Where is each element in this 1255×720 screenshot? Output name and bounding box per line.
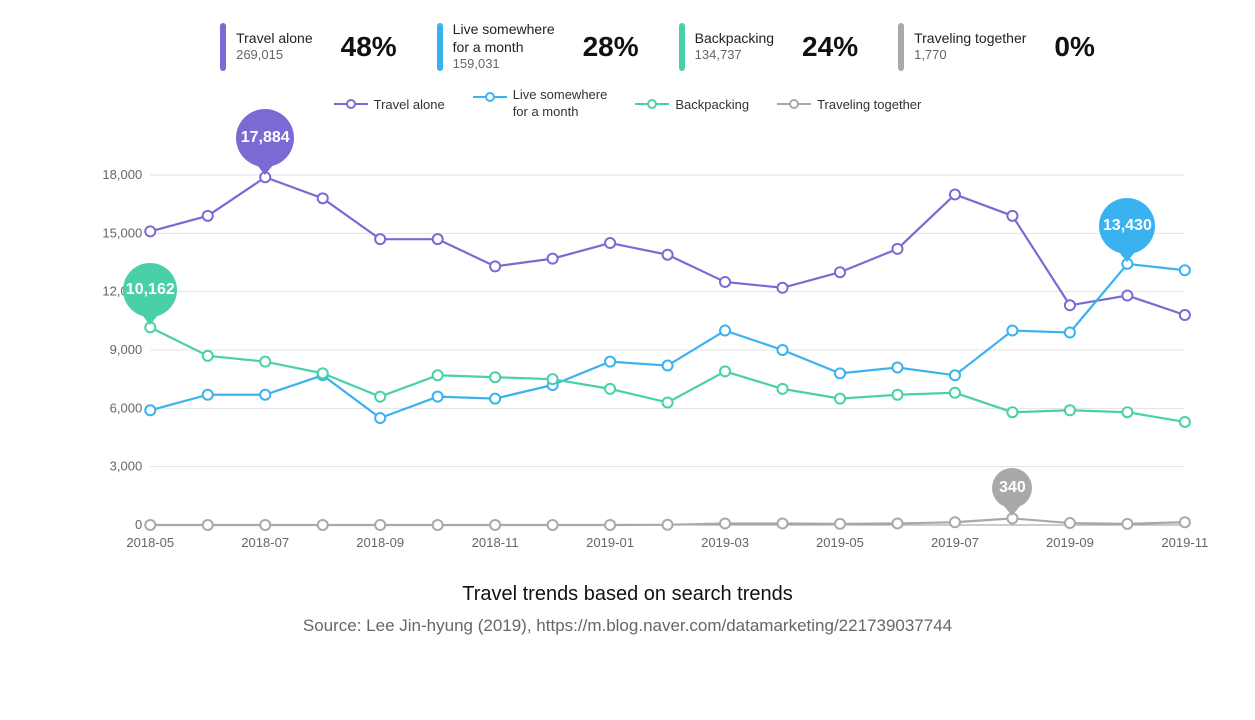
summary-bar-icon <box>679 23 685 71</box>
legend-label: Live somewhere for a month <box>513 87 608 121</box>
caption-source: Source: Lee Jin-hyung (2019), https://m.… <box>0 616 1255 636</box>
line-chart: 0 3,000 6,000 9,000 12,000 15,000 18,000 2018-0… <box>90 125 1215 565</box>
legend-label: Traveling together <box>817 97 921 112</box>
summary-bar-icon <box>220 23 226 71</box>
svg-text:2018-05: 2018-05 <box>126 535 174 550</box>
summary-row: Travel alone 269,015 48% Live somewhere … <box>0 0 1255 83</box>
chart-svg: 0 3,000 6,000 9,000 12,000 15,000 18,000 2018-0… <box>90 125 1215 565</box>
svg-text:2018-07: 2018-07 <box>241 535 289 550</box>
svg-text:9,000: 9,000 <box>110 342 143 357</box>
summary-count: 1,770 <box>914 47 1026 64</box>
summary-pct: 0% <box>1054 31 1094 63</box>
legend-marker-icon <box>777 97 811 111</box>
svg-text:2019-01: 2019-01 <box>586 535 634 550</box>
summary-count: 134,737 <box>695 47 774 64</box>
svg-text:3,000: 3,000 <box>110 459 143 474</box>
legend-marker-icon <box>473 90 507 104</box>
summary-pct: 24% <box>802 31 858 63</box>
svg-text:2019-07: 2019-07 <box>931 535 979 550</box>
legend-label: Travel alone <box>374 97 445 112</box>
legend-label: Backpacking <box>675 97 749 112</box>
svg-text:15,000: 15,000 <box>102 225 142 240</box>
svg-text:2018-11: 2018-11 <box>472 535 519 550</box>
svg-text:2018-09: 2018-09 <box>356 535 404 550</box>
legend-marker-icon <box>334 97 368 111</box>
summary-label: Traveling together <box>914 29 1026 47</box>
summary-bar-icon <box>898 23 904 71</box>
legend-item: Traveling together <box>777 87 921 121</box>
summary-label: Backpacking <box>695 29 774 47</box>
caption-title: Travel trends based on search trends <box>0 583 1255 606</box>
svg-text:2019-05: 2019-05 <box>816 535 864 550</box>
chart-legend: Travel alone Live somewhere for a month … <box>0 83 1255 125</box>
legend-marker-icon <box>635 97 669 111</box>
summary-together: Traveling together 1,770 0% <box>898 20 1095 73</box>
svg-text:18,000: 18,000 <box>102 167 142 182</box>
svg-text:2019-11: 2019-11 <box>1161 535 1208 550</box>
summary-bar-icon <box>437 23 443 71</box>
svg-text:0: 0 <box>135 517 142 532</box>
svg-text:2019-03: 2019-03 <box>701 535 749 550</box>
legend-item: Travel alone <box>334 87 445 121</box>
legend-item: Live somewhere for a month <box>473 87 608 121</box>
summary-pct: 48% <box>341 31 397 63</box>
summary-pct: 28% <box>583 31 639 63</box>
legend-item: Backpacking <box>635 87 749 121</box>
svg-text:6,000: 6,000 <box>110 400 143 415</box>
svg-text:2019-09: 2019-09 <box>1046 535 1094 550</box>
summary-travel-alone: Travel alone 269,015 48% <box>220 20 397 73</box>
svg-text:12,000: 12,000 <box>102 284 142 299</box>
summary-label: Travel alone <box>236 29 313 47</box>
summary-live-month: Live somewhere for a month 159,031 28% <box>437 20 639 73</box>
summary-count: 269,015 <box>236 47 313 64</box>
summary-label: Live somewhere for a month <box>453 20 555 56</box>
summary-backpacking: Backpacking 134,737 24% <box>679 20 858 73</box>
summary-count: 159,031 <box>453 56 555 73</box>
chart-caption: Travel trends based on search trends Sou… <box>0 583 1255 636</box>
